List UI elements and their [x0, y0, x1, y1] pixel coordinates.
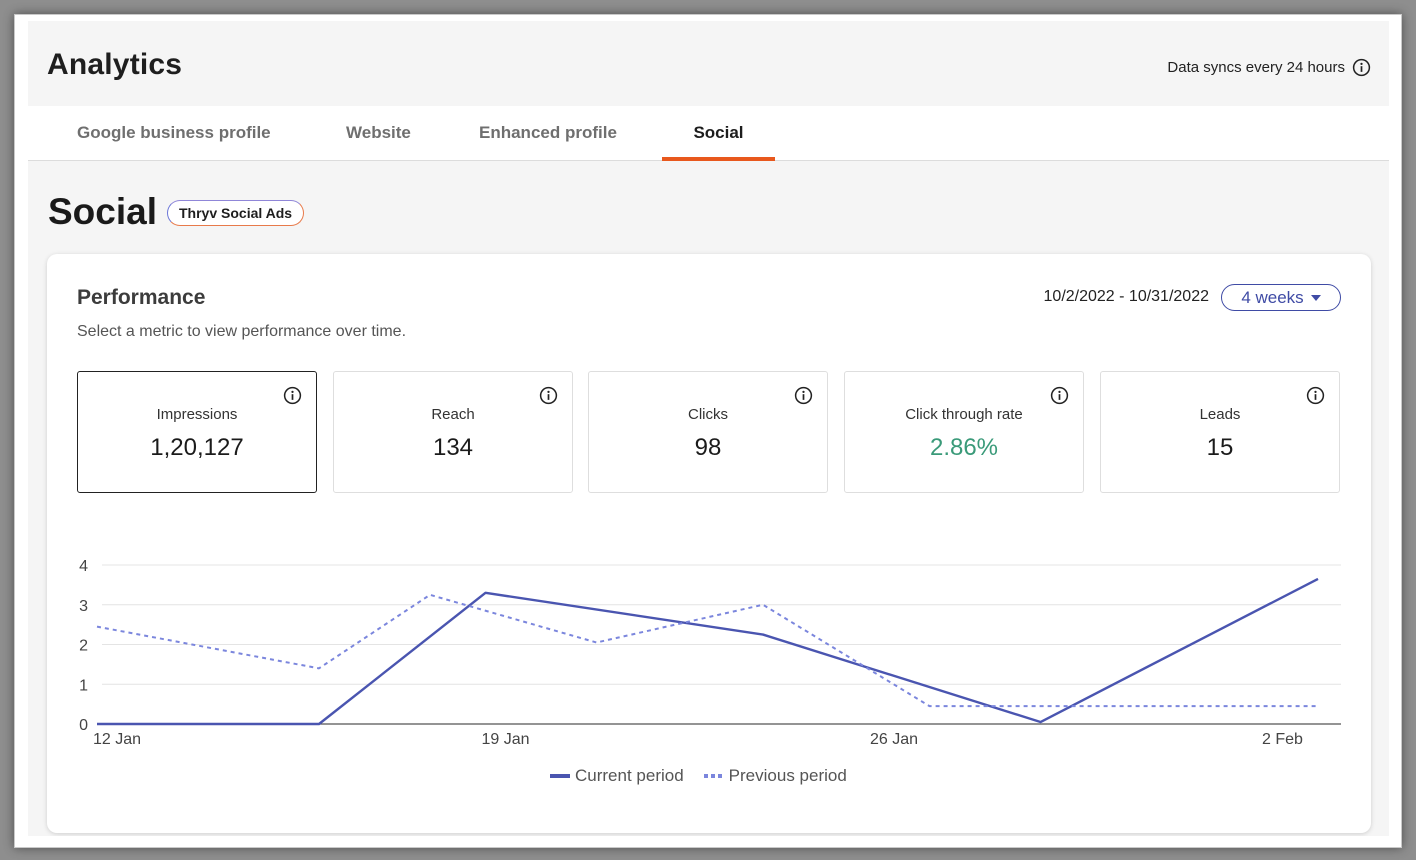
top-bar: Analytics Data syncs every 24 hours: [28, 21, 1389, 106]
tab-bar: Google business profile Website Enhanced…: [28, 106, 1389, 161]
section-title: Social: [48, 191, 157, 232]
tab-social[interactable]: Social: [662, 106, 775, 161]
metric-label: Leads: [1199, 406, 1241, 423]
y-tick-label: 0: [79, 717, 88, 734]
legend-item-previous-period[interactable]: Previous period: [703, 766, 847, 786]
metric-label: Reach: [431, 406, 475, 423]
legend-label: Previous period: [728, 766, 847, 785]
tab-website[interactable]: Website: [346, 123, 411, 142]
sync-status: Data syncs every 24 hours: [1167, 58, 1371, 77]
x-tick-label: 2 Feb: [1262, 731, 1303, 748]
metric-value: 98: [694, 434, 722, 461]
info-icon[interactable]: [1352, 58, 1371, 77]
solid-line-swatch: [550, 774, 570, 778]
metric-card-clicks[interactable]: Clicks 98: [588, 371, 828, 493]
app-window: Analytics Data syncs every 24 hours Goog…: [14, 14, 1402, 848]
x-tick-label: 19 Jan: [481, 731, 529, 748]
metric-value: 134: [432, 434, 474, 461]
metric-value: 15: [1206, 434, 1234, 461]
metric-value: 1,20,127: [150, 434, 244, 461]
info-icon[interactable]: [283, 386, 302, 405]
legend-item-current-period[interactable]: Current period: [550, 766, 684, 786]
date-range: 10/2/2022 - 10/31/2022: [1043, 288, 1209, 305]
metric-card-leads[interactable]: Leads 15: [1100, 371, 1340, 493]
page-title: Analytics: [47, 48, 183, 81]
previous-period-line: [96, 593, 1318, 708]
info-icon[interactable]: [1306, 386, 1325, 405]
app-content: Analytics Data syncs every 24 hours Goog…: [28, 21, 1389, 836]
info-icon[interactable]: [1050, 386, 1069, 405]
metric-label: Clicks: [688, 406, 728, 423]
chart-legend: Current period Previous period: [550, 766, 847, 786]
tab-google-business-profile[interactable]: Google business profile: [77, 123, 271, 142]
current-period-line: [97, 577, 1319, 726]
metric-label: Impressions: [156, 406, 238, 423]
period-dropdown[interactable]: 4 weeks: [1221, 284, 1341, 311]
y-tick-label: 3: [79, 598, 88, 615]
y-tick-label: 2: [79, 638, 88, 655]
y-tick-label: 1: [79, 677, 88, 694]
metric-card-click-through-rate[interactable]: Click through rate 2.86%: [844, 371, 1084, 493]
metric-value: 2.86%: [929, 434, 999, 461]
y-tick-label: 4: [79, 558, 88, 575]
metric-label: Click through rate: [905, 406, 1023, 423]
x-tick-label: 12 Jan: [93, 731, 141, 748]
sync-text: Data syncs every 24 hours: [1167, 59, 1345, 76]
performance-title: Performance: [77, 286, 206, 309]
performance-card: Performance Select a metric to view perf…: [47, 254, 1371, 833]
legend-label: Current period: [575, 766, 684, 785]
caret-down-icon: [1310, 294, 1321, 301]
performance-line-chart: 0 1 2 3 4 12 Jan 19 Jan 26 Jan 2 Feb: [79, 558, 1341, 748]
metric-card-reach[interactable]: Reach 134: [333, 371, 573, 493]
tab-enhanced-profile[interactable]: Enhanced profile: [479, 123, 617, 142]
performance-subtitle: Select a metric to view performance over…: [77, 323, 407, 340]
dashed-line-swatch: [703, 774, 724, 778]
info-icon[interactable]: [539, 386, 558, 405]
info-icon[interactable]: [794, 386, 813, 405]
x-tick-label: 26 Jan: [870, 731, 918, 748]
period-select-value: 4 weeks: [1241, 287, 1304, 307]
metric-card-impressions[interactable]: Impressions 1,20,127: [77, 371, 317, 493]
product-badge: Thryv Social Ads: [167, 200, 305, 226]
